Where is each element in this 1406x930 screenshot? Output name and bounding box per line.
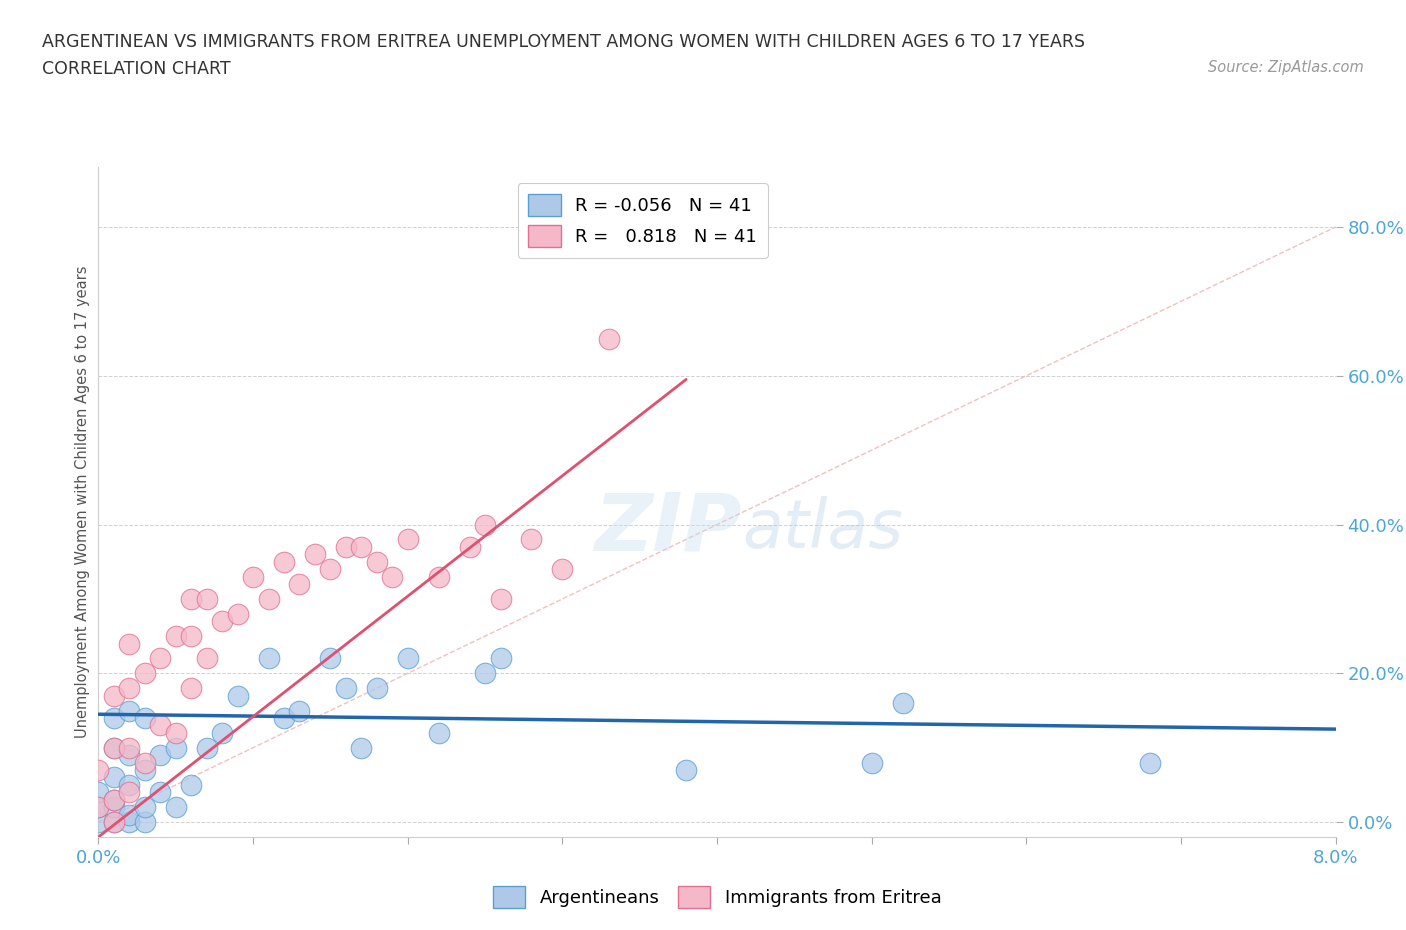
Text: Source: ZipAtlas.com: Source: ZipAtlas.com: [1208, 60, 1364, 75]
Point: [165, 740, 187, 755]
Point: [257, 591, 280, 606]
Point: [87, 800, 110, 815]
Point: [211, 725, 233, 740]
Point: [675, 763, 697, 777]
Point: [149, 785, 172, 800]
Point: [396, 532, 419, 547]
Point: [165, 629, 187, 644]
Point: [103, 740, 125, 755]
Point: [149, 718, 172, 733]
Legend: Argentineans, Immigrants from Eritrea: Argentineans, Immigrants from Eritrea: [485, 879, 949, 915]
Point: [1139, 755, 1161, 770]
Point: [195, 740, 218, 755]
Point: [118, 740, 141, 755]
Point: [134, 800, 156, 815]
Point: [118, 703, 141, 718]
Point: [103, 770, 125, 785]
Point: [165, 725, 187, 740]
Point: [118, 777, 141, 792]
Point: [149, 748, 172, 763]
Point: [87, 785, 110, 800]
Point: [118, 748, 141, 763]
Point: [103, 800, 125, 815]
Text: ARGENTINEAN VS IMMIGRANTS FROM ERITREA UNEMPLOYMENT AMONG WOMEN WITH CHILDREN AG: ARGENTINEAN VS IMMIGRANTS FROM ERITREA U…: [42, 33, 1085, 50]
Point: [118, 636, 141, 651]
Point: [273, 554, 295, 569]
Point: [474, 517, 496, 532]
Point: [134, 815, 156, 830]
Point: [366, 554, 388, 569]
Point: [134, 666, 156, 681]
Point: [103, 740, 125, 755]
Point: [366, 681, 388, 696]
Point: [195, 651, 218, 666]
Point: [103, 688, 125, 703]
Point: [474, 666, 496, 681]
Point: [134, 755, 156, 770]
Point: [149, 651, 172, 666]
Point: [180, 629, 202, 644]
Point: [180, 777, 202, 792]
Text: atlas: atlas: [742, 496, 903, 562]
Point: [134, 763, 156, 777]
Point: [180, 591, 202, 606]
Point: [103, 711, 125, 725]
Point: [211, 614, 233, 629]
Point: [304, 547, 326, 562]
Point: [118, 815, 141, 830]
Text: ZIP: ZIP: [595, 490, 742, 568]
Point: [319, 562, 342, 577]
Text: CORRELATION CHART: CORRELATION CHART: [42, 60, 231, 78]
Point: [118, 807, 141, 822]
Point: [427, 725, 450, 740]
Point: [860, 755, 883, 770]
Point: [257, 651, 280, 666]
Point: [350, 539, 373, 554]
Point: [273, 711, 295, 725]
Point: [396, 651, 419, 666]
Point: [335, 539, 357, 554]
Point: [242, 569, 264, 584]
Point: [180, 681, 202, 696]
Y-axis label: Unemployment Among Women with Children Ages 6 to 17 years: Unemployment Among Women with Children A…: [75, 266, 90, 738]
Point: [134, 711, 156, 725]
Point: [87, 815, 110, 830]
Point: [598, 331, 620, 346]
Point: [103, 815, 125, 830]
Point: [350, 740, 373, 755]
Point: [381, 569, 404, 584]
Point: [165, 800, 187, 815]
Point: [87, 763, 110, 777]
Point: [103, 792, 125, 807]
Point: [87, 800, 110, 815]
Point: [288, 577, 311, 591]
Point: [226, 606, 249, 621]
Point: [288, 703, 311, 718]
Point: [891, 696, 914, 711]
Point: [103, 815, 125, 830]
Point: [319, 651, 342, 666]
Point: [335, 681, 357, 696]
Point: [489, 591, 512, 606]
Point: [551, 562, 574, 577]
Point: [118, 785, 141, 800]
Point: [489, 651, 512, 666]
Point: [427, 569, 450, 584]
Point: [226, 688, 249, 703]
Point: [118, 681, 141, 696]
Point: [520, 532, 543, 547]
Point: [458, 539, 481, 554]
Point: [195, 591, 218, 606]
Point: [103, 792, 125, 807]
